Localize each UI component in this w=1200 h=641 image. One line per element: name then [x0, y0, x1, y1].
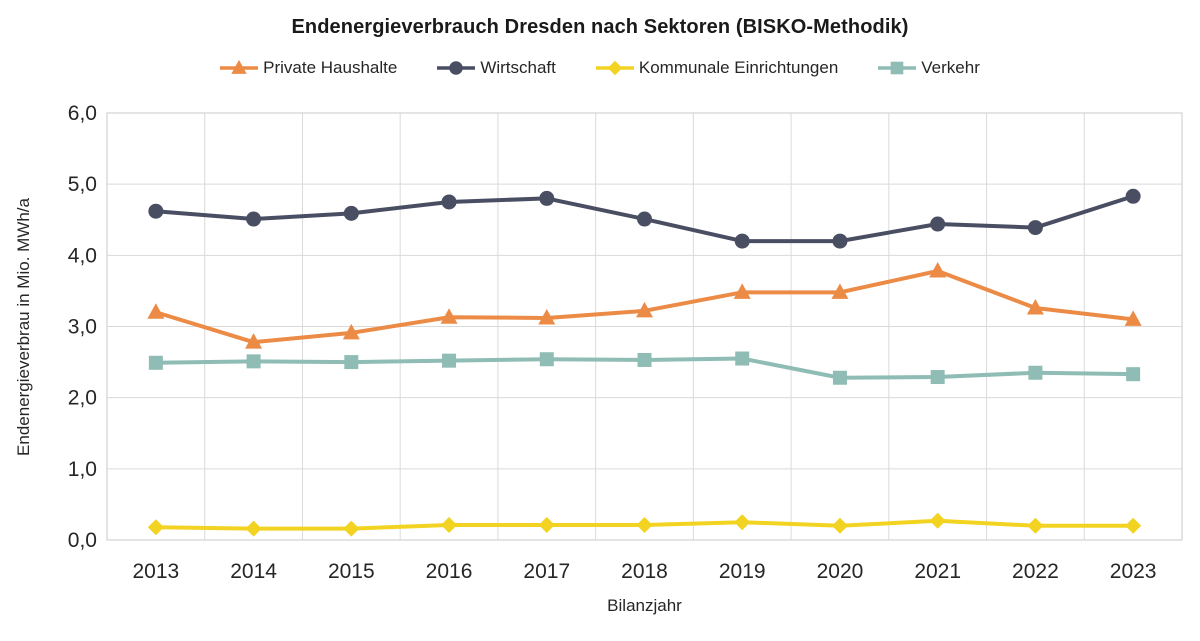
x-axis-title: Bilanzjahr — [607, 596, 682, 615]
data-point-verkehr-2015 — [344, 355, 359, 370]
data-point-wirtschaft-2019 — [734, 233, 750, 249]
x-tick-label-2023: 2023 — [1110, 560, 1157, 583]
data-point-wirtschaft-2017 — [539, 190, 555, 206]
y-tick-label: 1,0 — [68, 458, 97, 481]
y-tick-label: 3,0 — [68, 316, 97, 339]
y-tick-label: 2,0 — [68, 387, 97, 410]
data-point-wirtschaft-2021 — [930, 216, 946, 232]
data-point-kommunale-einrichtungen-2018 — [636, 517, 653, 534]
plot-border — [106, 112, 1183, 541]
data-point-kommunale-einrichtungen-2019 — [734, 514, 751, 531]
data-point-private-haushalte-2022 — [1026, 298, 1044, 315]
data-point-wirtschaft-2015 — [343, 205, 359, 221]
data-point-kommunale-einrichtungen-2023 — [1125, 517, 1142, 534]
legend-item-kommunale-einrichtungen: Kommunale Einrichtungen — [595, 58, 839, 78]
data-point-verkehr-2022 — [1028, 365, 1043, 380]
data-point-verkehr-2021 — [930, 370, 945, 385]
y-tick-label: 4,0 — [68, 244, 97, 267]
data-point-private-haushalte-2015 — [342, 323, 360, 340]
data-point-verkehr-2020 — [832, 370, 847, 385]
y-tick-label: 6,0 — [68, 102, 97, 125]
data-point-kommunale-einrichtungen-2022 — [1027, 517, 1044, 534]
data-point-verkehr-2023 — [1126, 367, 1141, 382]
x-tick-label-2022: 2022 — [1012, 560, 1059, 583]
series-kommunale-einrichtungen — [147, 512, 1142, 537]
data-point-wirtschaft-2023 — [1125, 188, 1141, 204]
y-tick-label: 5,0 — [68, 173, 97, 196]
data-point-verkehr-2013 — [148, 355, 163, 370]
series-verkehr — [148, 351, 1141, 385]
data-point-wirtschaft-2020 — [832, 233, 848, 249]
chart-title: Endenergieverbrauch Dresden nach Sektore… — [291, 16, 909, 38]
data-point-verkehr-2018 — [637, 352, 652, 367]
data-point-wirtschaft-2013 — [148, 203, 164, 219]
data-point-private-haushalte-2018 — [636, 301, 653, 318]
legend-item-verkehr: Verkehr — [878, 58, 980, 78]
legend-triangle-icon — [220, 59, 259, 74]
legend-label-private-haushalte: Private Haushalte — [263, 58, 398, 77]
x-axis-ticks: 2013 2014 2015 2016 2017 2018 2019 2020 2021 2022… — [133, 560, 1157, 583]
data-point-wirtschaft-2022 — [1027, 220, 1043, 236]
data-point-wirtschaft-2014 — [246, 211, 262, 227]
x-tick-label-2020: 2020 — [817, 560, 864, 583]
data-point-private-haushalte-2020 — [831, 283, 849, 299]
legend-label-verkehr: Verkehr — [921, 58, 980, 77]
data-point-kommunale-einrichtungen-2020 — [831, 517, 848, 534]
x-tick-label-2014: 2014 — [230, 560, 277, 583]
y-axis-title: Endenergieverbrau in Mio. MWh/a — [14, 197, 33, 456]
legend-item-private-haushalte: Private Haushalte — [220, 58, 397, 78]
data-point-wirtschaft-2016 — [441, 194, 457, 210]
legend-circle-icon — [437, 61, 476, 75]
data-point-private-haushalte-2021 — [929, 261, 947, 278]
x-tick-label-2018: 2018 — [621, 560, 668, 583]
data-point-kommunale-einrichtungen-2015 — [343, 520, 360, 537]
legend-label-kommunale-einrichtungen: Kommunale Einrichtungen — [638, 58, 839, 77]
x-tick-label-2013: 2013 — [133, 560, 180, 583]
data-point-private-haushalte-2013 — [147, 303, 165, 319]
data-point-wirtschaft-2018 — [637, 211, 652, 227]
data-point-private-haushalte-2016 — [440, 308, 458, 324]
x-tick-label-2016: 2016 — [426, 560, 473, 583]
data-point-verkehr-2019 — [735, 351, 750, 366]
data-point-private-haushalte-2017 — [538, 308, 556, 325]
data-point-verkehr-2014 — [246, 354, 261, 369]
data-point-private-haushalte-2014 — [245, 333, 263, 349]
y-axis-ticks: 0,0 1,0 2,0 3,0 4,0 5,0 6,0 — [68, 102, 97, 552]
legend-square-icon — [878, 61, 917, 75]
data-point-kommunale-einrichtungen-2017 — [538, 517, 555, 534]
x-tick-label-2015: 2015 — [328, 560, 375, 583]
x-tick-label-2017: 2017 — [523, 560, 570, 583]
data-point-private-haushalte-2019 — [733, 283, 751, 299]
x-tick-label-2019: 2019 — [719, 560, 766, 583]
data-point-private-haushalte-2023 — [1124, 310, 1142, 326]
data-point-kommunale-einrichtungen-2016 — [441, 517, 458, 534]
legend-item-wirtschaft: Wirtschaft — [437, 58, 556, 78]
data-point-kommunale-einrichtungen-2013 — [147, 519, 164, 536]
data-point-verkehr-2016 — [442, 353, 457, 368]
y-tick-label: 0,0 — [68, 529, 97, 552]
series-private-haushalte — [147, 261, 1142, 349]
data-point-kommunale-einrichtungen-2014 — [245, 520, 262, 537]
legend-diamond-icon — [595, 60, 634, 76]
data-point-kommunale-einrichtungen-2021 — [929, 512, 946, 529]
legend-label-wirtschaft: Wirtschaft — [480, 58, 556, 77]
series-wirtschaft — [148, 188, 1141, 249]
legend: Private Haushalte Wirtschaft Kommunale Ein… — [0, 58, 1200, 78]
data-point-verkehr-2017 — [539, 352, 554, 367]
x-tick-label-2021: 2021 — [914, 560, 961, 583]
gridlines — [107, 113, 1182, 540]
